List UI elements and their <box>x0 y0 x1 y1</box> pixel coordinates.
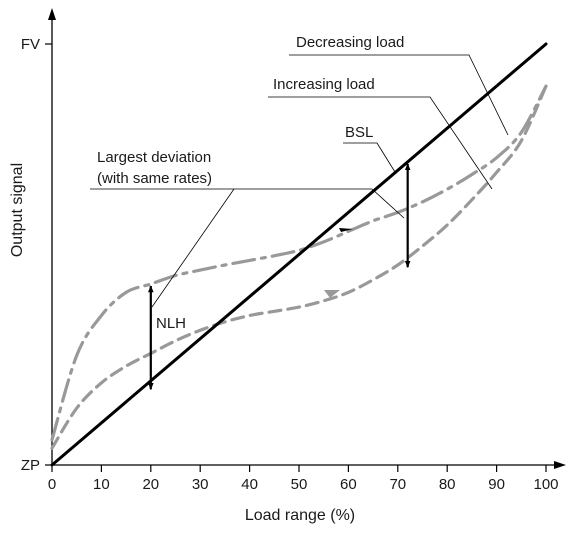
bsl-label: BSL <box>345 124 373 141</box>
y-tick-label-fv: FV <box>21 36 40 53</box>
x-tick-label: 10 <box>93 476 110 493</box>
x-tick-label: 30 <box>192 476 209 493</box>
deviation-markers <box>148 163 411 391</box>
x-tick-label: 40 <box>241 476 258 493</box>
decreasing-direction-arrow <box>339 228 353 232</box>
x-axis-arrowhead <box>554 461 566 469</box>
increasing-direction-arrow <box>324 290 340 298</box>
series-line-bsl <box>50 42 548 467</box>
series-line-increasing-load <box>50 84 548 450</box>
increasing-leader-line <box>268 96 493 190</box>
decreasing-load-label: Decreasing load <box>296 34 404 51</box>
largest-deviation-leader-line <box>90 188 405 219</box>
largest-deviation-label-1: Largest deviation <box>97 149 211 166</box>
largest-deviation-label-2: (with same rates) <box>97 170 212 187</box>
x-tick-label: 0 <box>48 476 56 493</box>
nlh-label: NLH <box>156 315 186 332</box>
x-tick-label: 60 <box>340 476 357 493</box>
x-tick-label: 50 <box>291 476 308 493</box>
decreasing-leader-line <box>289 54 509 136</box>
x-tick-label: 80 <box>439 476 456 493</box>
y-axis-arrowhead <box>48 8 56 20</box>
x-tick-label: 20 <box>142 476 159 493</box>
x-tick-label: 90 <box>488 476 505 493</box>
bsl-leader-line <box>343 142 396 173</box>
increasing-load-label: Increasing load <box>273 76 375 93</box>
series-line-decreasing-load <box>50 84 548 442</box>
x-tick-label: 100 <box>533 476 558 493</box>
series-layer <box>50 42 548 467</box>
y-axis-title: Output signal <box>9 163 26 257</box>
y-tick-label-zp: ZP <box>21 457 40 474</box>
x-ticks: 0 10 20 30 40 50 60 70 80 90 100 <box>48 465 559 493</box>
largest-deviation-leader-line-2 <box>151 188 235 308</box>
x-axis-title: Load range (%) <box>245 507 355 524</box>
x-tick-label: 70 <box>389 476 406 493</box>
